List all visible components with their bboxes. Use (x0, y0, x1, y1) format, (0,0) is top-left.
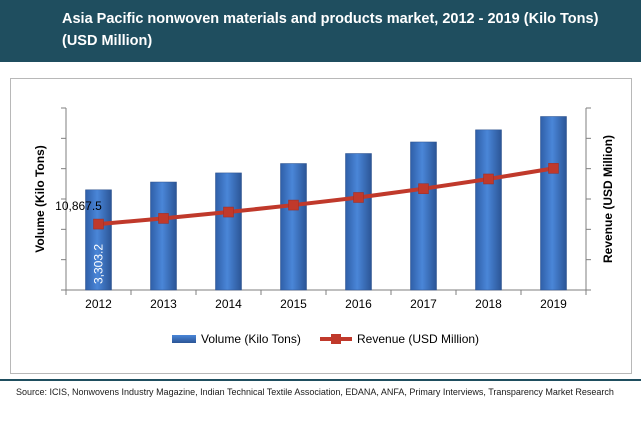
legend-swatch-volume (172, 335, 196, 343)
bar-volume (85, 189, 112, 291)
line-revenue (98, 166, 554, 227)
data-label-volume: 3,303.2 (92, 244, 106, 284)
legend-label-revenue: Revenue (USD Million) (357, 332, 479, 346)
x-tick-label: 2016 (345, 297, 372, 311)
chart-title: Asia Pacific nonwoven materials and prod… (62, 11, 599, 49)
x-tick-label: 2018 (475, 297, 502, 311)
footer-divider (0, 379, 641, 381)
bar-volume (410, 141, 437, 291)
x-tick-label: 2014 (215, 297, 242, 311)
bar-volume (345, 153, 372, 291)
legend-marker-revenue (331, 334, 341, 344)
x-tick-label: 2017 (410, 297, 437, 311)
chart-frame (10, 78, 632, 374)
point-revenue (93, 218, 104, 230)
x-tick-label: 2013 (150, 297, 177, 311)
bar-volume (215, 172, 242, 291)
point-revenue (158, 213, 169, 224)
legend-label-volume: Volume (Kilo Tons) (201, 332, 301, 346)
x-tick-label: 2019 (540, 297, 567, 311)
y2-axis-label: Revenue (USD Million) (601, 135, 615, 263)
point-revenue (288, 199, 299, 211)
x-tick-label: 2015 (280, 297, 307, 311)
point-revenue (353, 192, 364, 203)
bar-volume (475, 129, 502, 291)
y-axis-label: Volume (Kilo Tons) (33, 145, 47, 253)
data-label-revenue: 10,867.5 (55, 199, 102, 213)
point-revenue (223, 206, 234, 218)
bar-volume (150, 181, 177, 291)
bar-volume (540, 116, 567, 291)
bar-volume (280, 163, 307, 291)
chart-header: Asia Pacific nonwoven materials and prod… (0, 0, 641, 62)
point-revenue (483, 173, 494, 185)
x-tick-label: 2012 (85, 297, 112, 311)
point-revenue (548, 163, 559, 174)
point-revenue (418, 183, 429, 194)
source-note: Source: ICIS, Nonwovens Industry Magazin… (16, 387, 614, 397)
